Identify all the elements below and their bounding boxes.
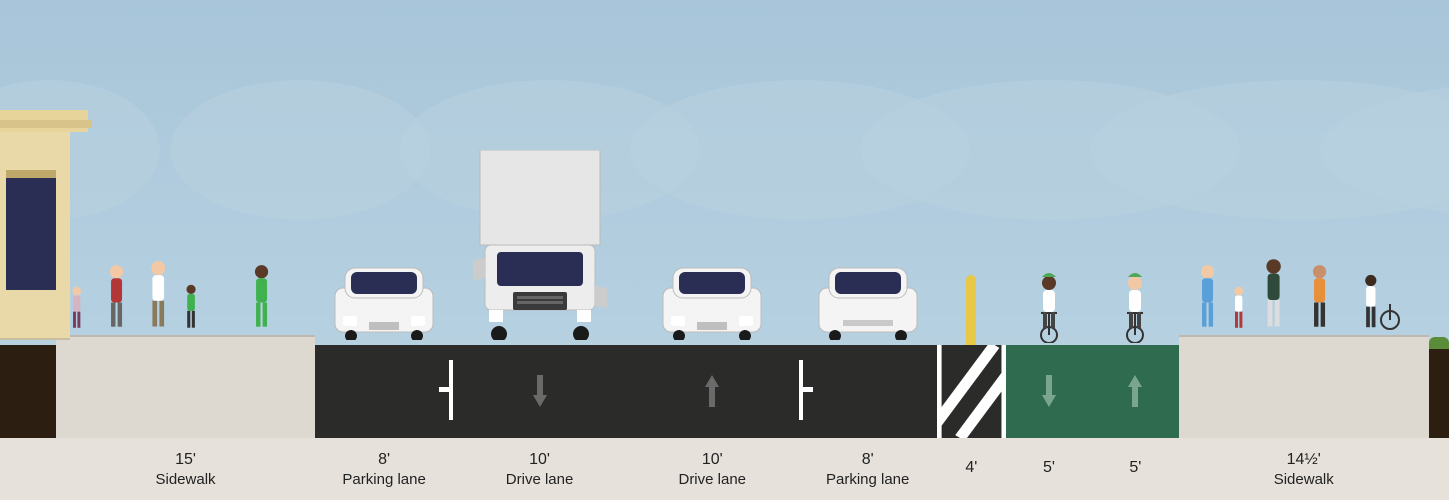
pedestrian-icon (105, 264, 128, 335)
pedestrian-icon (1231, 286, 1246, 335)
segment-parking-right: 8'Parking lane (799, 0, 937, 500)
segment-sidewalk-right: 14½'Sidewalk (1179, 0, 1429, 500)
right-margin (1429, 0, 1449, 500)
car-icon (813, 260, 923, 345)
cyclist-icon (1111, 263, 1159, 348)
bike-right-occupants (1092, 0, 1178, 500)
segment-drive-right: 10'Drive lane (626, 0, 799, 500)
pedestrian-icon (146, 260, 171, 335)
sidewalk-left-occupants (56, 0, 315, 500)
pedestrian-icon (250, 264, 273, 335)
bike-left-occupants (1006, 0, 1092, 500)
pedestrian-icon (1308, 264, 1331, 335)
segment-drive-left: 10'Drive lane (453, 0, 626, 500)
buffer-occupants (937, 0, 1006, 500)
drive-right-occupants (626, 0, 799, 500)
pedestrian-icon (1261, 258, 1286, 335)
pedestrian-icon (183, 284, 199, 335)
segment-bike-right: 5' (1092, 0, 1178, 500)
pedestrian-icon (1196, 264, 1219, 335)
segments: 15'Sidewalk 8'Parking lane 10'Drive lane (0, 0, 1449, 500)
parking-right-occupants (799, 0, 937, 500)
car-icon (657, 260, 767, 345)
segment-bike-left: 5' (1006, 0, 1092, 500)
segment-parking-left: 8'Parking lane (315, 0, 453, 500)
drive-left-occupants (453, 0, 626, 500)
parking-left-occupants (315, 0, 453, 500)
bollard-icon (966, 275, 976, 345)
segment-buffer: 4' (937, 0, 1006, 500)
street-cross-section: 15'Sidewalk 8'Parking lane 10'Drive lane (0, 0, 1449, 500)
cyclist-icon (1025, 263, 1073, 348)
wheelchair-icon (1377, 290, 1403, 335)
truck-icon (465, 150, 615, 345)
building-icon (0, 90, 92, 345)
sidewalk-right-occupants (1179, 0, 1429, 500)
car-icon (329, 260, 439, 345)
segment-sidewalk-left: 15'Sidewalk (56, 0, 315, 500)
